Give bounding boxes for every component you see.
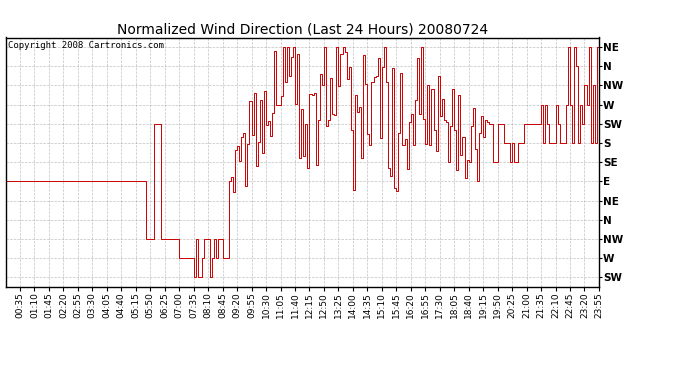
- Title: Normalized Wind Direction (Last 24 Hours) 20080724: Normalized Wind Direction (Last 24 Hours…: [117, 22, 488, 36]
- Text: Copyright 2008 Cartronics.com: Copyright 2008 Cartronics.com: [8, 41, 164, 50]
